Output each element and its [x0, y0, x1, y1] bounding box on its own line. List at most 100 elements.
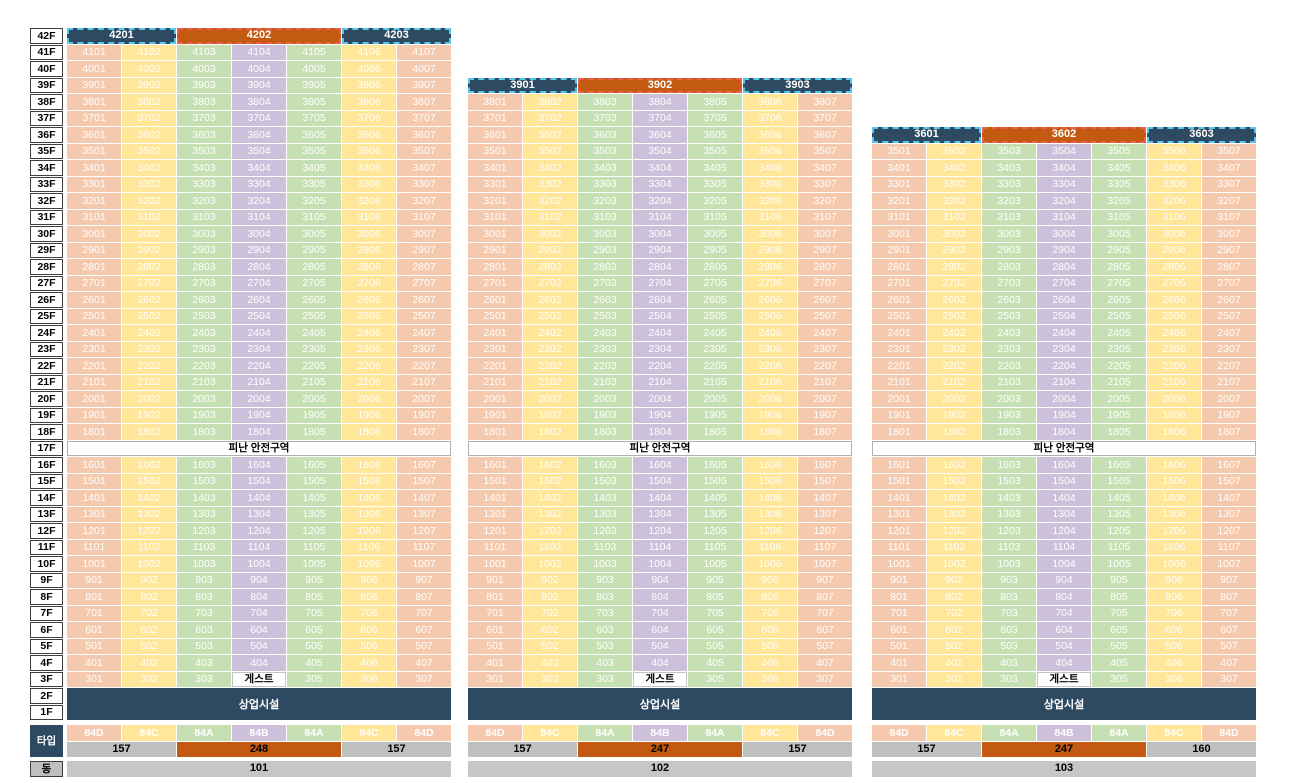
unit-101-3303: 3303: [177, 176, 231, 192]
unit-102-3007: 3007: [798, 226, 852, 242]
unit-101-805: 805: [287, 589, 341, 605]
type-cell-103-2-84C: 84C: [927, 725, 981, 741]
unit-103-2402: 2402: [927, 325, 981, 341]
unit-101-3804: 3804: [232, 94, 286, 110]
unit-101-3107: 3107: [397, 209, 451, 225]
unit-101-2906: 2906: [342, 242, 396, 258]
unit-101-2806: 2806: [342, 259, 396, 275]
unit-101-1604: 1604: [232, 457, 286, 473]
unit-101-4003: 4003: [177, 61, 231, 77]
unit-102-3106: 3106: [743, 209, 797, 225]
unit-101-3203: 3203: [177, 193, 231, 209]
unit-102-3705: 3705: [688, 110, 742, 126]
unit-101-1903: 1903: [177, 407, 231, 423]
unit-102-3406: 3406: [743, 160, 797, 176]
unit-101-1403: 1403: [177, 490, 231, 506]
unit-101-2501: 2501: [67, 308, 121, 324]
floor-row-39F-101: 3901 3902 3903 3904 3905 3906 3907: [67, 77, 451, 93]
area-cell-102-2-157: 157: [743, 741, 852, 757]
unit-102-3804: 3804: [633, 94, 687, 110]
unit-103-2801: 2801: [872, 259, 926, 275]
floor-row-31F-101: 3101 3102 3103 3104 3105 3106 3107: [67, 209, 451, 225]
unit-102-1902: 1902: [523, 407, 577, 423]
type-cell-101-1-84D: 84D: [67, 725, 121, 741]
floor-axis-floors: 42F 41F 40F 39F 38F 37F 36F 35F 34F 33F 32F 31F 30F 2…: [30, 28, 63, 720]
unit-101-1306: 1306: [342, 506, 396, 522]
unit-103-3507: 3507: [1202, 143, 1256, 159]
unit-101-307: 307: [397, 671, 451, 687]
floor-row-28F-103: 2801 2802 2803 2804 2805 2806 2807: [872, 259, 1256, 275]
unit-103-3303: 3303: [982, 176, 1036, 192]
unit-101-2505: 2505: [287, 308, 341, 324]
unit-103-305: 305: [1092, 671, 1146, 687]
unit-102-2202: 2202: [523, 358, 577, 374]
unit-103-2707: 2707: [1202, 275, 1256, 291]
unit-102-2006: 2006: [743, 391, 797, 407]
unit-101-1506: 1506: [342, 473, 396, 489]
unit-102-2203: 2203: [578, 358, 632, 374]
unit-101-2802: 2802: [122, 259, 176, 275]
unit-103-1501: 1501: [872, 473, 926, 489]
unit-101-1204: 1204: [232, 523, 286, 539]
unit-101-2001: 2001: [67, 391, 121, 407]
floor-row-19F-102: 1901 1902 1903 1904 1905 1906 1907: [468, 407, 852, 423]
unit-102-303: 303: [578, 671, 632, 687]
floor-label-1F: 1F: [30, 704, 63, 720]
floor-row-36F-102: 3601 3602 3603 3604 3605 3606 3607: [468, 127, 852, 143]
unit-102-906: 906: [743, 572, 797, 588]
unit-101-3904: 3904: [232, 77, 286, 93]
commercial-block-101: 상업시설: [67, 688, 451, 720]
unit-103-1407: 1407: [1202, 490, 1256, 506]
unit-101-2305: 2305: [287, 341, 341, 357]
unit-102-807: 807: [798, 589, 852, 605]
unit-103-2606: 2606: [1147, 292, 1201, 308]
unit-103-1807: 1807: [1202, 424, 1256, 440]
unit-header-4203: 4203: [342, 28, 451, 44]
unit-103-1001: 1001: [872, 556, 926, 572]
unit-101-1302: 1302: [122, 506, 176, 522]
type-cell-102-1-84D: 84D: [468, 725, 522, 741]
unit-101-2307: 2307: [397, 341, 451, 357]
unit-102-3001: 3001: [468, 226, 522, 242]
unit-103-3406: 3406: [1147, 160, 1201, 176]
floor-label-40F: 40F: [30, 61, 63, 77]
unit-103-2204: 2204: [1037, 358, 1091, 374]
unit-102-1806: 1806: [743, 424, 797, 440]
unit-103-3005: 3005: [1092, 226, 1146, 242]
unit-101-1907: 1907: [397, 407, 451, 423]
unit-102-407: 407: [798, 655, 852, 671]
type-cell-103-1-84D: 84D: [872, 725, 926, 741]
unit-101-4105: 4105: [287, 44, 341, 60]
unit-101-1602: 1602: [122, 457, 176, 473]
unit-102-2502: 2502: [523, 308, 577, 324]
unit-103-2504: 2504: [1037, 308, 1091, 324]
unit-102-1507: 1507: [798, 473, 852, 489]
unit-101-1402: 1402: [122, 490, 176, 506]
floor-row-30F-102: 3001 3002 3003 3004 3005 3006 3007: [468, 226, 852, 242]
unit-101-2507: 2507: [397, 308, 451, 324]
unit-101-903: 903: [177, 572, 231, 588]
unit-102-3104: 3104: [633, 209, 687, 225]
floor-row-23F-102: 2301 2302 2303 2304 2305 2306 2307: [468, 341, 852, 357]
unit-101-506: 506: [342, 638, 396, 654]
unit-101-1904: 1904: [232, 407, 286, 423]
unit-101-2701: 2701: [67, 275, 121, 291]
unit-103-2406: 2406: [1147, 325, 1201, 341]
unit-101-3405: 3405: [287, 160, 341, 176]
floor-row-22F-101: 2201 2202 2203 2204 2205 2206 2207: [67, 358, 451, 374]
unit-101-2401: 2401: [67, 325, 121, 341]
floor-row-28F-102: 2801 2802 2803 2804 2805 2806 2807: [468, 259, 852, 275]
unit-101-1801: 1801: [67, 424, 121, 440]
unit-103-1107: 1107: [1202, 539, 1256, 555]
unit-103-1103: 1103: [982, 539, 1036, 555]
unit-102-1803: 1803: [578, 424, 632, 440]
area-row-102: 157 247 157: [468, 741, 852, 757]
unit-102-2107: 2107: [798, 374, 852, 390]
floor-label-12F: 12F: [30, 523, 63, 539]
unit-103-2703: 2703: [982, 275, 1036, 291]
unit-102-405: 405: [688, 655, 742, 671]
floor-label-16F: 16F: [30, 457, 63, 473]
unit-102-3206: 3206: [743, 193, 797, 209]
unit-103-2705: 2705: [1092, 275, 1146, 291]
unit-102-701: 701: [468, 605, 522, 621]
